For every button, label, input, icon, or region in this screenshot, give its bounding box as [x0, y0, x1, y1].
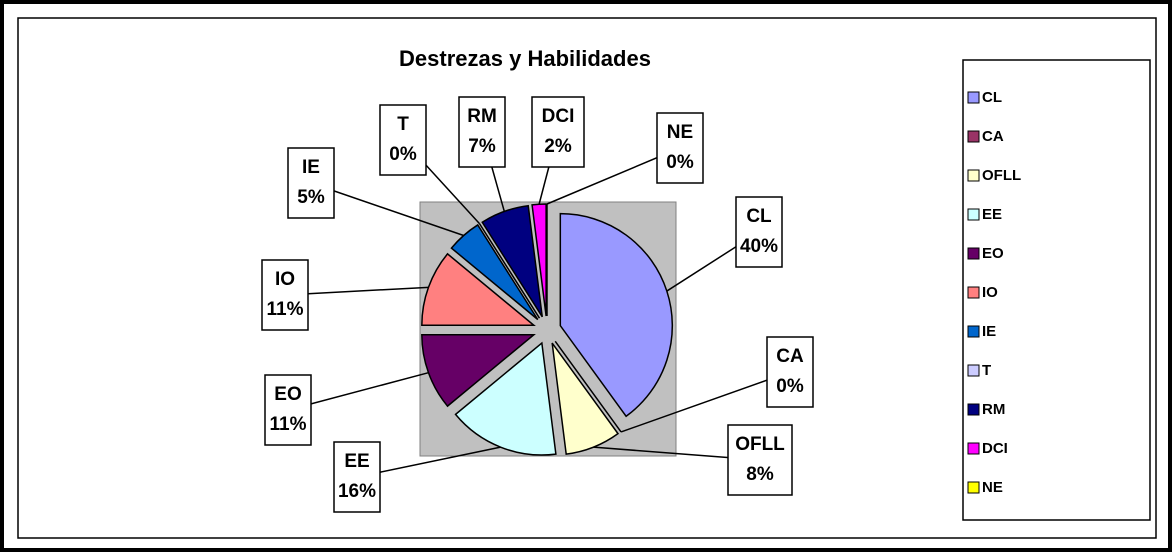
legend-swatch — [967, 91, 980, 104]
pie-slice — [551, 342, 620, 455]
slice-value-label: 0% — [776, 376, 804, 397]
label-box — [379, 104, 427, 176]
legend-label: IO — [982, 284, 998, 301]
slice-label: CA — [776, 346, 804, 367]
legend-swatch — [967, 286, 980, 299]
legend-label: CL — [982, 89, 1002, 106]
label-box — [656, 112, 704, 184]
label-box — [727, 424, 793, 496]
leader-line — [620, 371, 791, 433]
legend-swatch — [967, 169, 980, 182]
legend-label: EO — [982, 245, 1004, 262]
label-box — [766, 336, 814, 408]
labels: CL 40% CA 0% OFLL 8% EE 16% EO 11% IO 11% IE 5% T 0% RM 7… — [261, 96, 814, 513]
slice-label: IE — [302, 157, 320, 178]
slice-label: OFLL — [735, 434, 785, 455]
slice-value-label: 11% — [270, 414, 307, 435]
pie-slice — [531, 203, 547, 317]
legend-swatch — [967, 130, 980, 143]
legend-label: DCI — [982, 440, 1008, 457]
slice-label: IO — [275, 269, 295, 290]
slice-value-label: 7% — [468, 136, 496, 157]
pie-slice — [454, 341, 557, 456]
slice-value-label: 16% — [338, 481, 376, 502]
legend-label: RM — [982, 401, 1005, 418]
legend-label: CA — [982, 128, 1004, 145]
slice-value-label: 0% — [389, 144, 417, 165]
slice-label: RM — [467, 106, 497, 127]
leader-line — [310, 182, 464, 237]
slice-value-label: 40% — [740, 236, 778, 257]
label-box — [735, 196, 783, 268]
legend-swatch — [967, 403, 980, 416]
slice-value-label: 0% — [666, 152, 694, 173]
slice-label: DCI — [542, 106, 575, 127]
legend-label: OFLL — [982, 167, 1021, 184]
legend-swatch — [967, 247, 980, 260]
legend-label: EE — [982, 206, 1002, 223]
label-box — [261, 259, 309, 331]
slices — [421, 203, 674, 456]
chart-title: Destrezas y Habilidades — [399, 46, 651, 71]
label-box — [264, 374, 312, 446]
pie-slice — [421, 252, 536, 327]
slice-label: NE — [667, 122, 693, 143]
label-box — [287, 147, 335, 219]
slice-label: EO — [274, 384, 301, 405]
legend-label: IE — [982, 323, 996, 340]
legend-swatch — [967, 208, 980, 221]
leader-line — [284, 286, 429, 296]
slice-value-label: 8% — [746, 464, 774, 485]
label-box — [458, 96, 506, 168]
pie-slice — [481, 204, 544, 318]
label-box — [333, 441, 381, 513]
slice-label: CL — [746, 206, 772, 227]
legend — [962, 59, 1151, 521]
legend-swatch — [967, 442, 980, 455]
pie-slice — [478, 223, 541, 319]
label-box — [531, 96, 585, 168]
slice-value-label: 11% — [267, 299, 304, 320]
legend-swatch — [967, 481, 980, 494]
legend-label: NE — [982, 479, 1003, 496]
slice-value-label: 5% — [297, 187, 325, 208]
legend-label: T — [982, 362, 991, 379]
slice-label: T — [397, 114, 409, 135]
slice-label: EE — [344, 451, 369, 472]
legend-swatch — [967, 325, 980, 338]
legend-swatch — [967, 364, 980, 377]
pie-slice — [421, 333, 536, 408]
leader-line — [356, 446, 501, 478]
slice-value-label: 2% — [544, 136, 572, 157]
